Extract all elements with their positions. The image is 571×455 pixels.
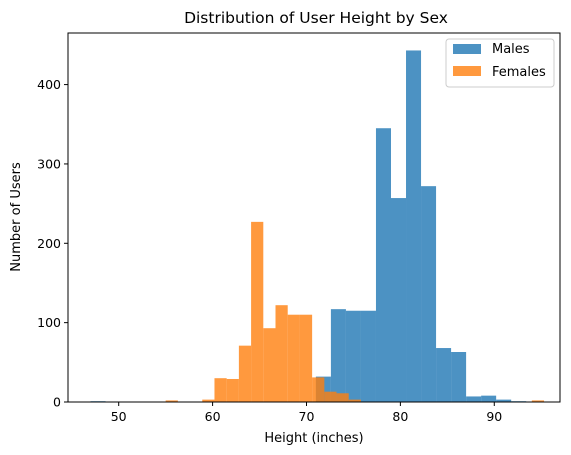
x-tick-label: 70: [299, 409, 315, 424]
bar-males-22: [421, 186, 437, 402]
plot-frame: [67, 32, 561, 403]
bar-females-10: [287, 314, 300, 402]
bar-females-5: [226, 378, 239, 402]
legend-label-females: Females: [492, 65, 546, 80]
bar-females-13: [324, 391, 337, 402]
bar-females-15: [348, 399, 361, 402]
legend-label-males: Males: [492, 42, 530, 57]
bar-females-6: [238, 345, 252, 402]
bar-males-19: [375, 128, 391, 402]
chart-title: Distribution of User Height by Sex: [184, 9, 448, 27]
bar-females-7: [251, 221, 264, 402]
bar-males-26: [481, 395, 497, 402]
x-tick-label: 60: [205, 409, 221, 424]
bar-females-9: [275, 305, 288, 402]
bar-males-21: [406, 50, 422, 402]
y-axis-label: Number of Users: [9, 162, 24, 272]
y-axis: 0 100 200 300 400: [37, 77, 68, 410]
y-tick-label: 200: [37, 236, 61, 251]
x-tick-label: 90: [486, 409, 502, 424]
bar-females-0: [165, 400, 178, 402]
y-tick-label: 100: [37, 315, 61, 330]
bar-females-4: [214, 378, 227, 402]
legend-swatch-males: [453, 44, 481, 54]
legend-swatch-females: [453, 66, 481, 76]
bar-females-3: [202, 399, 215, 402]
bar-males-20: [390, 198, 407, 402]
bar-males-18: [360, 310, 376, 402]
x-tick-label: 50: [111, 409, 127, 424]
bar-males-16: [330, 309, 346, 402]
bar-males-24: [451, 352, 467, 402]
y-tick-label: 300: [37, 156, 61, 171]
y-tick-label: 0: [53, 395, 61, 410]
bar-females-30: [531, 400, 545, 402]
bar-males-27: [496, 399, 512, 402]
bar-females-12: [312, 377, 325, 402]
bar-females-8: [263, 328, 276, 402]
bar-females-11: [299, 314, 313, 402]
bar-males-17: [345, 310, 361, 402]
bar-males-25: [466, 396, 482, 402]
x-axis-label: Height (inches): [264, 431, 363, 446]
x-tick-label: 80: [392, 409, 408, 424]
bar-females-14: [336, 393, 349, 402]
bar-males-23: [436, 348, 452, 402]
y-tick-label: 400: [37, 77, 61, 92]
bars-group: [90, 50, 545, 402]
legend: Males Females: [445, 38, 555, 88]
x-axis: 50 60 70 80 90: [111, 402, 502, 424]
